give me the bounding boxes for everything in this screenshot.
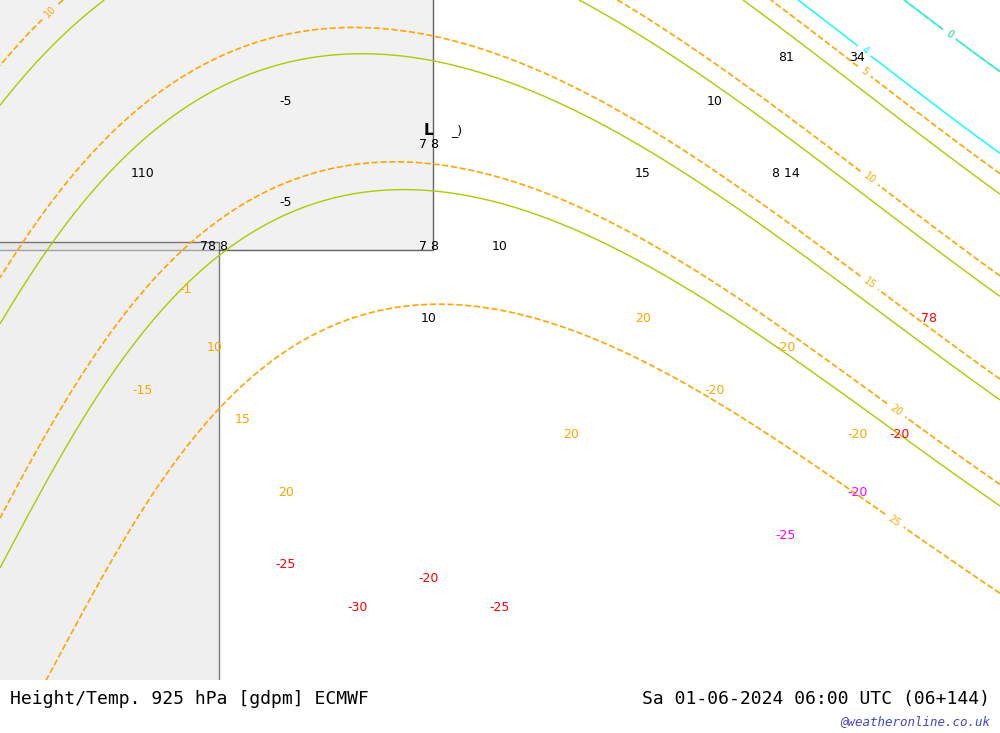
Text: 78: 78 <box>921 312 937 325</box>
Text: 20: 20 <box>635 312 651 325</box>
Text: -20: -20 <box>704 384 724 397</box>
Text: 25: 25 <box>886 513 902 528</box>
Text: 0: 0 <box>944 29 955 40</box>
Text: 10: 10 <box>206 341 222 354</box>
Text: -30: -30 <box>347 601 367 614</box>
Text: -20: -20 <box>847 485 867 498</box>
FancyBboxPatch shape <box>0 242 219 685</box>
Text: -20: -20 <box>776 341 796 354</box>
Text: 7 8: 7 8 <box>419 139 439 151</box>
Text: 20: 20 <box>278 485 294 498</box>
Text: 15: 15 <box>635 167 651 180</box>
Text: Sa 01-06-2024 06:00 UTC (06+144): Sa 01-06-2024 06:00 UTC (06+144) <box>642 690 990 707</box>
Text: 81: 81 <box>778 51 794 65</box>
Text: -20: -20 <box>890 427 910 441</box>
Text: 20: 20 <box>563 427 579 441</box>
Text: -25: -25 <box>490 601 510 614</box>
Text: 15: 15 <box>235 413 251 426</box>
Text: 8 14: 8 14 <box>772 167 800 180</box>
Text: 7 8: 7 8 <box>419 240 439 253</box>
FancyBboxPatch shape <box>0 0 433 251</box>
Text: -5: -5 <box>279 95 292 108</box>
Text: Height/Temp. 925 hPa [gdpm] ECMWF: Height/Temp. 925 hPa [gdpm] ECMWF <box>10 690 369 707</box>
Text: 10: 10 <box>706 95 722 108</box>
Text: -5: -5 <box>279 196 292 209</box>
Text: 20: 20 <box>888 402 904 418</box>
Text: 110: 110 <box>131 167 155 180</box>
Text: -1: -1 <box>180 283 192 296</box>
Text: 10: 10 <box>42 4 58 20</box>
Text: -25: -25 <box>276 558 296 571</box>
Text: 10: 10 <box>421 312 437 325</box>
Text: L: L <box>424 122 433 138</box>
Text: @weatheronline.co.uk: @weatheronline.co.uk <box>840 715 990 728</box>
Text: -25: -25 <box>776 529 796 542</box>
Text: -20: -20 <box>418 572 439 586</box>
Text: 78 8: 78 8 <box>200 240 228 253</box>
Text: 10: 10 <box>492 240 508 253</box>
Text: _): _) <box>452 124 463 137</box>
Text: -20: -20 <box>847 427 867 441</box>
Text: -15: -15 <box>133 384 153 397</box>
Text: 34: 34 <box>849 51 865 65</box>
Text: 0: 0 <box>944 29 955 40</box>
Text: 15: 15 <box>861 275 877 290</box>
Text: 5: 5 <box>859 65 870 77</box>
Text: 10: 10 <box>861 170 877 185</box>
Text: 4: 4 <box>859 45 870 56</box>
